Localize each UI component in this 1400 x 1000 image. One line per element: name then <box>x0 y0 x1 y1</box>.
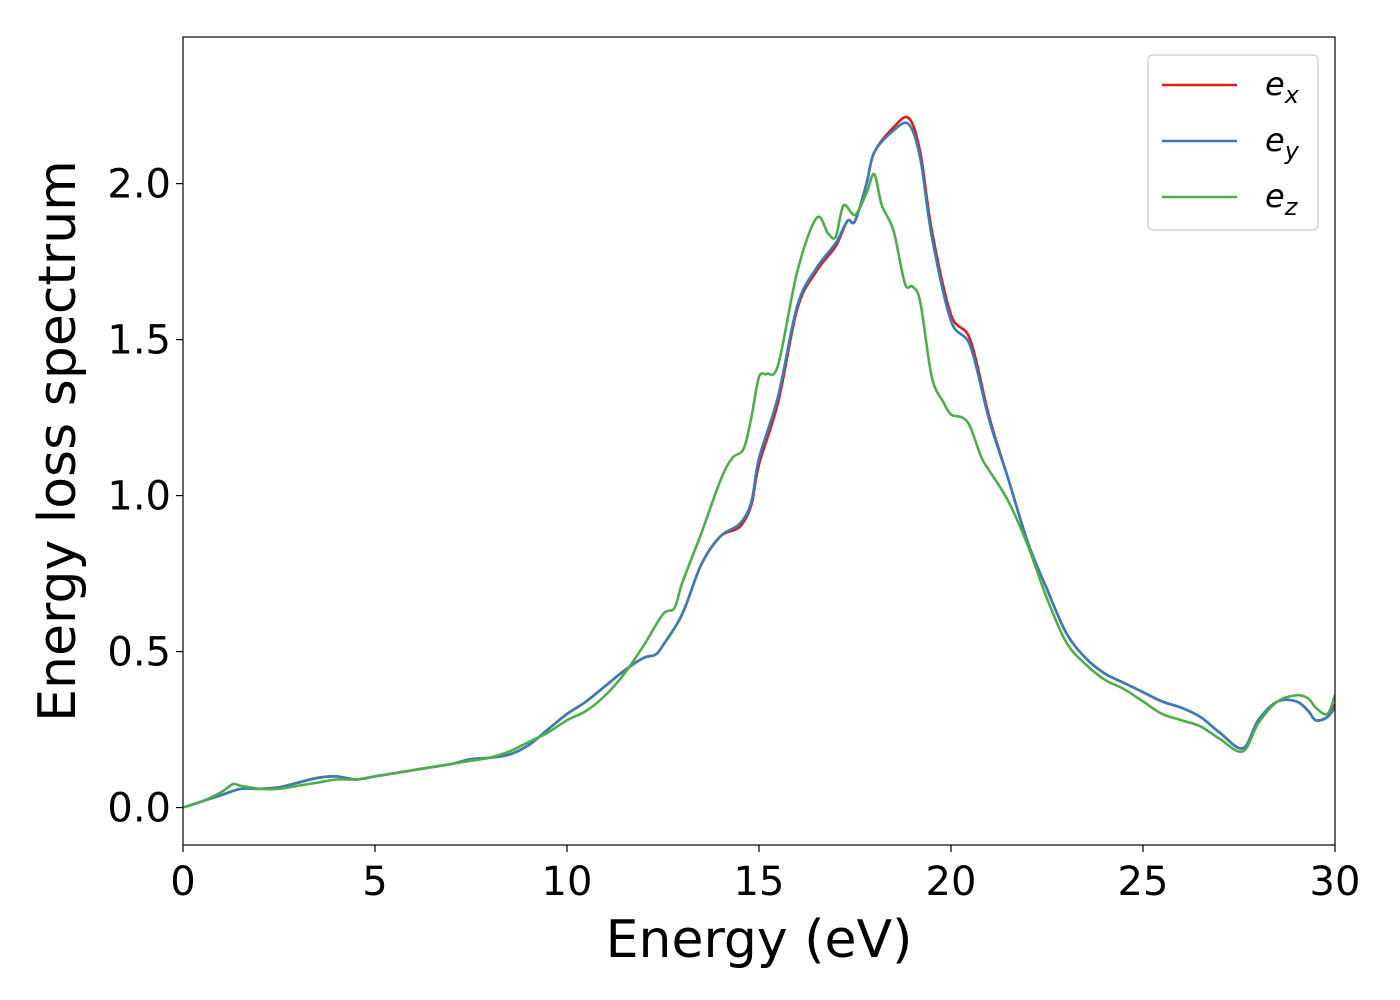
x-tick-label: 25 <box>1118 859 1169 905</box>
y-tick-label: 0.0 <box>107 786 171 832</box>
y-tick-label: 1.5 <box>107 318 171 364</box>
x-axis-ticks: 0 5 10 15 20 25 30 <box>170 845 1360 905</box>
x-axis-label: Energy (eV) <box>606 910 913 970</box>
y-axis-label: Energy loss spectrum <box>28 160 88 722</box>
x-tick-label: 10 <box>542 859 593 905</box>
legend-label-y: ey <box>1265 121 1300 165</box>
legend-label-x: ex <box>1265 65 1300 109</box>
x-tick-label: 30 <box>1310 859 1361 905</box>
y-axis-ticks: 0.0 0.5 1.0 1.5 2.0 <box>107 162 183 832</box>
y-tick-label: 0.5 <box>107 630 171 676</box>
legend-label-z: ez <box>1265 177 1299 221</box>
y-tick-label: 2.0 <box>107 162 171 208</box>
x-tick-label: 5 <box>362 859 387 905</box>
series-layer <box>183 115 1335 809</box>
x-tick-label: 20 <box>926 859 977 905</box>
y-tick-label: 1.0 <box>107 474 171 520</box>
plot-background <box>183 37 1335 845</box>
series-line-z <box>183 172 1335 809</box>
x-tick-label: 0 <box>170 859 195 905</box>
legend-box <box>1147 54 1319 231</box>
x-tick-label: 15 <box>734 859 785 905</box>
legend: ex ey ez <box>1147 54 1319 231</box>
